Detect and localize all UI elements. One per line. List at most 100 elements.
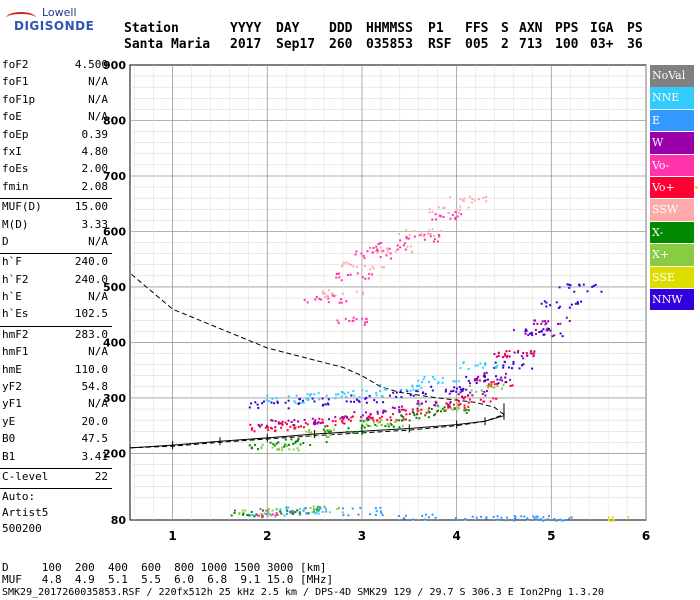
echo-point-e xyxy=(559,518,562,521)
echo-point-vo xyxy=(428,407,431,410)
echo-point-nnw xyxy=(400,396,403,399)
param-value: N/A xyxy=(88,75,108,89)
header-row2-cell: 2017 xyxy=(230,37,262,52)
header-row2-cell: 03+ xyxy=(590,37,614,52)
echo-point-e xyxy=(532,515,535,518)
echo-point-e xyxy=(381,514,384,517)
param-row: yE 20.0 xyxy=(0,415,112,432)
header-row1-cell: AXN xyxy=(519,21,543,36)
echo-point-vo xyxy=(375,245,378,248)
echo-point-vo xyxy=(372,419,375,422)
echo-point-vo xyxy=(434,218,437,221)
echo-point-x xyxy=(359,419,362,422)
echo-point-nne xyxy=(266,512,269,515)
echo-point-e xyxy=(513,517,516,520)
echo-point-vo xyxy=(266,510,269,513)
echo-point-nne xyxy=(340,390,343,393)
echo-point-w xyxy=(529,352,532,355)
echo-point-vo xyxy=(327,297,330,300)
echo-point-vo xyxy=(423,233,426,236)
echo-point-ssw xyxy=(322,290,325,293)
echo-point-vo xyxy=(376,419,379,422)
echo-point-ssw xyxy=(341,292,344,295)
echo-point-nnw xyxy=(531,367,534,370)
echo-point-vo xyxy=(376,249,379,252)
param-divider xyxy=(0,467,112,469)
echo-point-x xyxy=(360,424,363,427)
param-value: 15.00 xyxy=(74,200,108,214)
echo-point-x xyxy=(457,407,460,410)
echo-point-nnw xyxy=(531,334,534,337)
echo-point-vo xyxy=(345,300,348,303)
echo-point-vo xyxy=(256,514,259,517)
echo-point-e xyxy=(374,507,377,510)
echo-point-w xyxy=(382,411,385,414)
param-divider xyxy=(0,325,112,327)
echo-point-x xyxy=(333,428,336,431)
param-divider xyxy=(0,488,112,490)
echo-point-ssw xyxy=(355,265,358,268)
param-value: N/A xyxy=(88,92,108,106)
echo-point-vo xyxy=(286,429,289,432)
echo-point-nnw xyxy=(284,401,287,404)
echo-point-x xyxy=(260,447,263,450)
echo-point-vo xyxy=(303,298,306,301)
y-tick-label: 200 xyxy=(103,447,126,460)
echo-point-vo xyxy=(496,382,499,385)
footer-muf-line: MUF 4.8 4.9 5.1 5.5 6.0 6.8 9.1 15.0 [MH… xyxy=(2,573,334,586)
echo-point-nnw xyxy=(576,301,579,304)
echo-point-vo xyxy=(434,213,437,216)
echo-point-x xyxy=(269,441,272,444)
echo-point-vo xyxy=(276,513,279,516)
param-row: foF1 N/A xyxy=(0,75,112,92)
echo-point-vo xyxy=(517,349,520,352)
echo-point-ssw xyxy=(394,250,397,253)
echo-point-e xyxy=(560,519,563,522)
header-row1-cell: IGA xyxy=(590,21,614,36)
echo-point-vo xyxy=(370,417,373,420)
echo-point-vo xyxy=(327,301,330,304)
echo-point-nnw xyxy=(287,399,290,402)
echo-point-vo xyxy=(352,415,355,418)
echo-point-x xyxy=(456,402,459,405)
echo-point-nnw xyxy=(483,375,486,378)
echo-point-x xyxy=(502,383,505,386)
echo-point-nnw xyxy=(520,364,523,367)
echo-point-ssw xyxy=(379,246,382,249)
echo-point-x xyxy=(386,422,389,425)
param-value: N/A xyxy=(88,290,108,304)
echo-point-w xyxy=(376,410,379,413)
echo-point-ssw xyxy=(328,289,331,292)
echo-point-x xyxy=(275,508,278,511)
echo-point-nnw xyxy=(502,364,505,367)
echo-point-w xyxy=(347,418,350,421)
echo-point-nnw xyxy=(503,360,506,363)
echo-point-ssw xyxy=(324,292,327,295)
echo-point-vo xyxy=(318,297,321,300)
echo-point-vo xyxy=(321,421,324,424)
echo-point-nnw xyxy=(299,398,302,401)
param-row: foEs 2.00 xyxy=(0,162,112,179)
echo-point-vo xyxy=(326,424,329,427)
echo-point-ssw xyxy=(457,211,460,214)
echo-point-vo xyxy=(405,413,408,416)
echo-point-x xyxy=(253,515,256,518)
echo-point-nne xyxy=(293,400,296,403)
echo-point-vo xyxy=(333,295,336,298)
echo-point-nnw xyxy=(522,363,525,366)
echo-point-e xyxy=(542,516,545,519)
echo-point-nne xyxy=(375,391,378,394)
echo-point-w xyxy=(544,323,547,326)
echo-point-vo xyxy=(418,234,421,237)
echo-point-e xyxy=(460,519,463,522)
echo-point-x xyxy=(308,429,311,432)
echo-point-nne xyxy=(412,388,415,391)
echo-point-nnw xyxy=(452,389,455,392)
echo-point-nnw xyxy=(321,397,324,400)
echo-point-w xyxy=(424,400,427,403)
echo-point-vo xyxy=(363,323,366,326)
echo-point-x xyxy=(362,420,365,423)
echo-point-nnw xyxy=(467,379,470,382)
echo-point-ssw xyxy=(461,199,464,202)
echo-point-e xyxy=(325,510,328,513)
